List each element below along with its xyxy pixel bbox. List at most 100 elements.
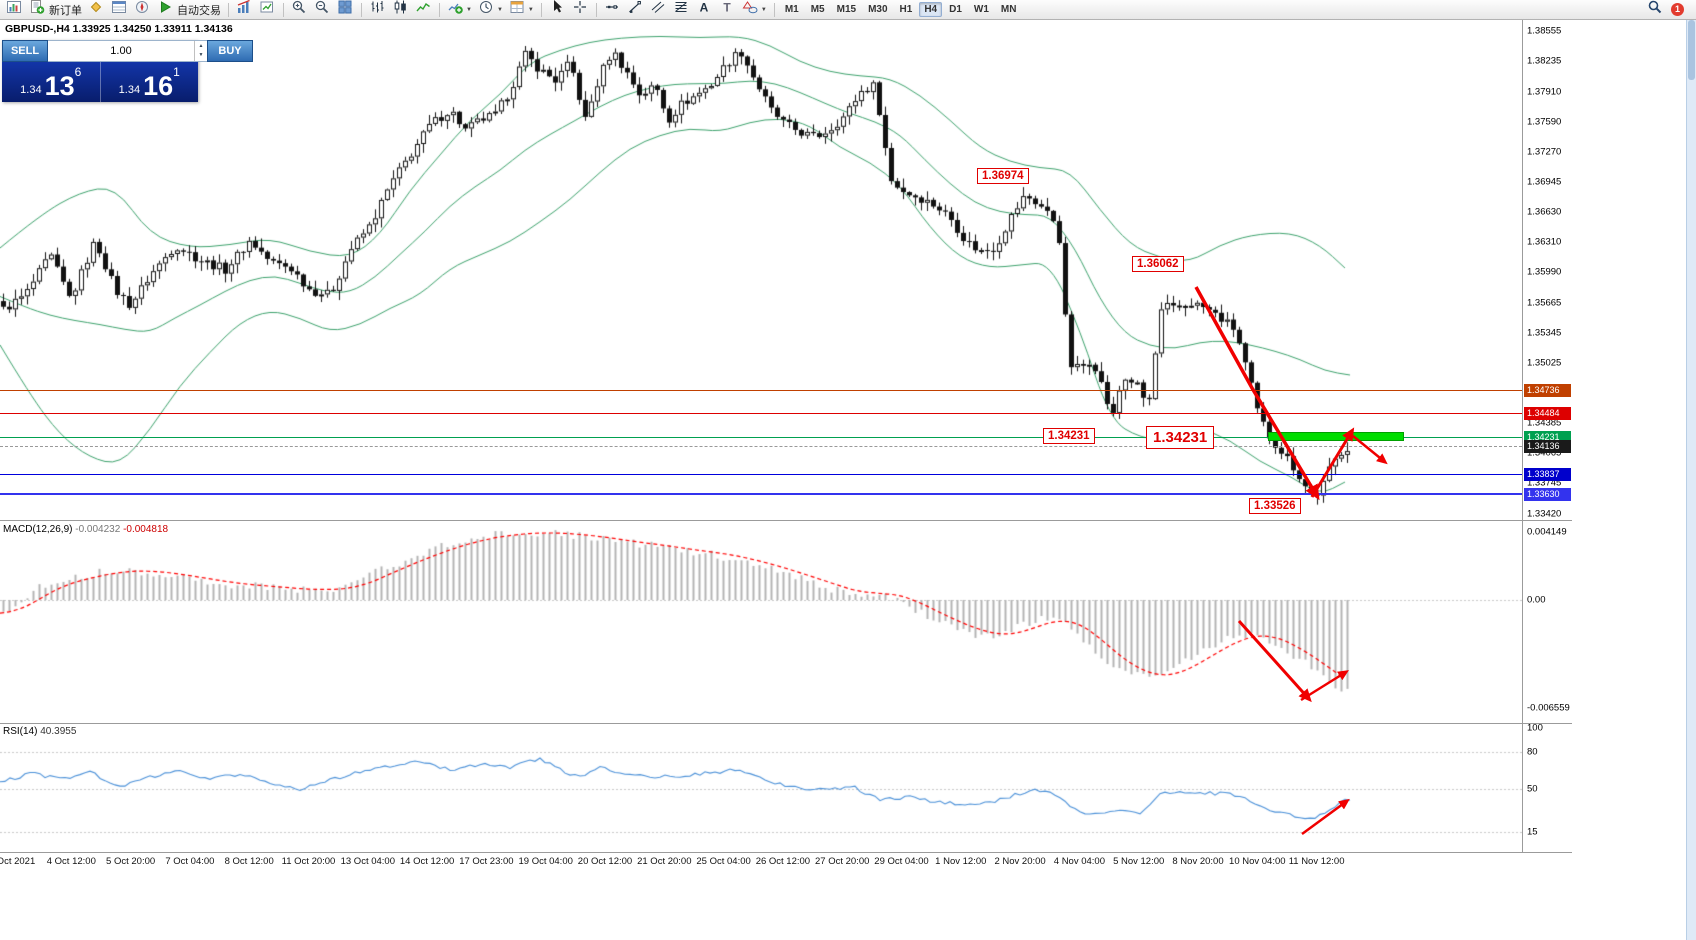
support-zone-highlight[interactable] <box>1268 432 1404 441</box>
price-axis-label: 1.38235 <box>1527 55 1562 67</box>
sell-price-big: 13 <box>44 71 75 101</box>
buy-price-sup: 1 <box>173 65 180 79</box>
add-indicator-button[interactable]: ▼ <box>445 1 474 19</box>
timeframe-m15[interactable]: M15 <box>836 4 857 15</box>
data-window-button[interactable] <box>109 1 130 19</box>
horizontal-line-object[interactable] <box>0 437 1522 439</box>
buy-button[interactable]: BUY <box>207 40 253 62</box>
timeframe-m30[interactable]: M30 <box>868 4 888 15</box>
text-label-button[interactable]: T <box>717 1 738 19</box>
sell-button[interactable]: SELL <box>2 40 48 62</box>
tile-windows-button[interactable] <box>335 0 356 19</box>
horizontal-line-object[interactable] <box>0 389 1522 391</box>
candlestick-chart-icon <box>392 0 409 20</box>
time-axis-label: 5 Oct 20:00 <box>106 856 156 867</box>
spinner-down-icon[interactable]: ▼ <box>198 52 204 58</box>
bar-chart-button[interactable] <box>367 1 388 19</box>
bar-chart-icon <box>369 0 386 20</box>
price-axis-label: 1.35345 <box>1527 327 1562 339</box>
zoom-in-button[interactable] <box>289 0 310 19</box>
crosshair-icon <box>572 0 589 20</box>
period-button[interactable]: ▼ <box>476 1 505 19</box>
price-axis-label: 1.35665 <box>1527 297 1562 309</box>
crosshair-button[interactable] <box>570 1 591 19</box>
buy-price-prefix: 1.34 <box>118 84 141 96</box>
timeframe-m1[interactable]: M1 <box>784 4 799 15</box>
line-chart-button[interactable] <box>413 1 434 19</box>
text-label-icon: T <box>719 0 736 20</box>
chart-window-button[interactable] <box>4 1 25 19</box>
vertical-scrollbar[interactable] <box>1686 20 1696 940</box>
sell-price-sup: 6 <box>74 65 82 79</box>
price-tag: 1.33837 <box>1524 468 1571 482</box>
timeframe-h1[interactable]: H1 <box>899 4 913 15</box>
auto-trading-button[interactable]: 自动交易 <box>155 1 223 19</box>
rsi-axis-label: 50 <box>1527 783 1538 795</box>
text-button[interactable]: A <box>694 1 715 19</box>
objects-list-icon <box>259 0 276 20</box>
horizontal-line-object[interactable] <box>0 413 1522 415</box>
price-annotation[interactable]: 1.36062 <box>1132 256 1184 272</box>
time-axis-label: 5 Nov 12:00 <box>1113 856 1165 867</box>
svg-text:A: A <box>700 1 709 15</box>
scrollbar-thumb[interactable] <box>1688 20 1695 80</box>
channel-icon <box>650 0 667 20</box>
toolbar-separator <box>361 2 362 17</box>
new-order-button[interactable]: 新订单 <box>27 0 84 19</box>
timeframe-h4[interactable]: H4 <box>919 2 943 17</box>
horizontal-line-button[interactable] <box>602 1 623 19</box>
notification-badge[interactable]: 1 <box>1671 3 1684 16</box>
dropdown-caret-icon: ▼ <box>466 6 472 13</box>
shapes-button[interactable]: ▼ <box>740 1 769 19</box>
objects-list-button[interactable] <box>257 1 278 19</box>
buy-price-display[interactable]: 1.34 16 1 <box>101 62 199 102</box>
cursor-button[interactable] <box>547 0 568 20</box>
price-axis-label: 1.36945 <box>1527 176 1562 188</box>
navigator-button[interactable] <box>132 1 153 19</box>
time-axis-label: 26 Oct 12:00 <box>755 856 811 867</box>
rsi-axis-label: 15 <box>1527 826 1538 838</box>
sell-price-display[interactable]: 1.34 13 6 <box>2 62 100 102</box>
search-icon <box>1647 0 1664 20</box>
toolbar-separator <box>773 2 775 17</box>
time-axis-label: 4 Nov 04:00 <box>1053 856 1106 867</box>
market-watch-button[interactable] <box>86 1 107 19</box>
price-axis-label: 1.38555 <box>1527 25 1562 37</box>
timeframe-d1[interactable]: D1 <box>949 4 962 15</box>
indicators-button[interactable] <box>234 0 255 20</box>
timeframe-w1[interactable]: W1 <box>973 4 989 15</box>
horizontal-line-object[interactable] <box>0 474 1522 476</box>
timeframe-mn[interactable]: MN <box>1000 4 1017 15</box>
volume-input[interactable] <box>48 41 194 61</box>
indicators-icon <box>236 0 253 20</box>
volume-spinner[interactable]: ▲ ▼ <box>194 41 207 61</box>
candlestick-chart-button[interactable] <box>390 0 411 20</box>
auto-trading-label: 自动交易 <box>177 4 221 17</box>
price-axis-label: 1.37910 <box>1527 86 1562 98</box>
timeframe-m5[interactable]: M5 <box>810 4 825 15</box>
template-button[interactable]: ▼ <box>507 1 536 19</box>
zoom-out-button[interactable] <box>312 0 333 19</box>
fibonacci-button[interactable] <box>671 1 692 19</box>
time-axis-label: 29 Oct 04:00 <box>874 856 929 867</box>
toolbar-separator <box>595 2 597 17</box>
line-chart-icon <box>415 0 432 20</box>
trendline-button[interactable] <box>625 1 646 19</box>
price-annotation[interactable]: 1.33526 <box>1249 498 1301 514</box>
dropdown-caret-icon: ▼ <box>760 6 767 13</box>
price-annotation[interactable]: 1.34231 <box>1146 426 1215 449</box>
time-axis-label: 1 Nov 12:00 <box>935 856 987 867</box>
channel-button[interactable] <box>648 1 669 19</box>
spinner-up-icon[interactable]: ▲ <box>198 43 204 49</box>
rsi-indicator-label: RSI(14) 40.3955 <box>3 726 76 737</box>
cursor-icon <box>549 0 566 20</box>
macd-signal-value: -0.004818 <box>123 524 169 535</box>
price-annotation[interactable]: 1.36974 <box>977 168 1029 184</box>
price-axis-label: 1.36630 <box>1527 206 1562 218</box>
toolbar-separator <box>228 2 229 17</box>
price-annotation[interactable]: 1.34231 <box>1043 428 1095 444</box>
search-button[interactable] <box>1645 0 1666 20</box>
horizontal-line-object[interactable] <box>0 493 1522 496</box>
